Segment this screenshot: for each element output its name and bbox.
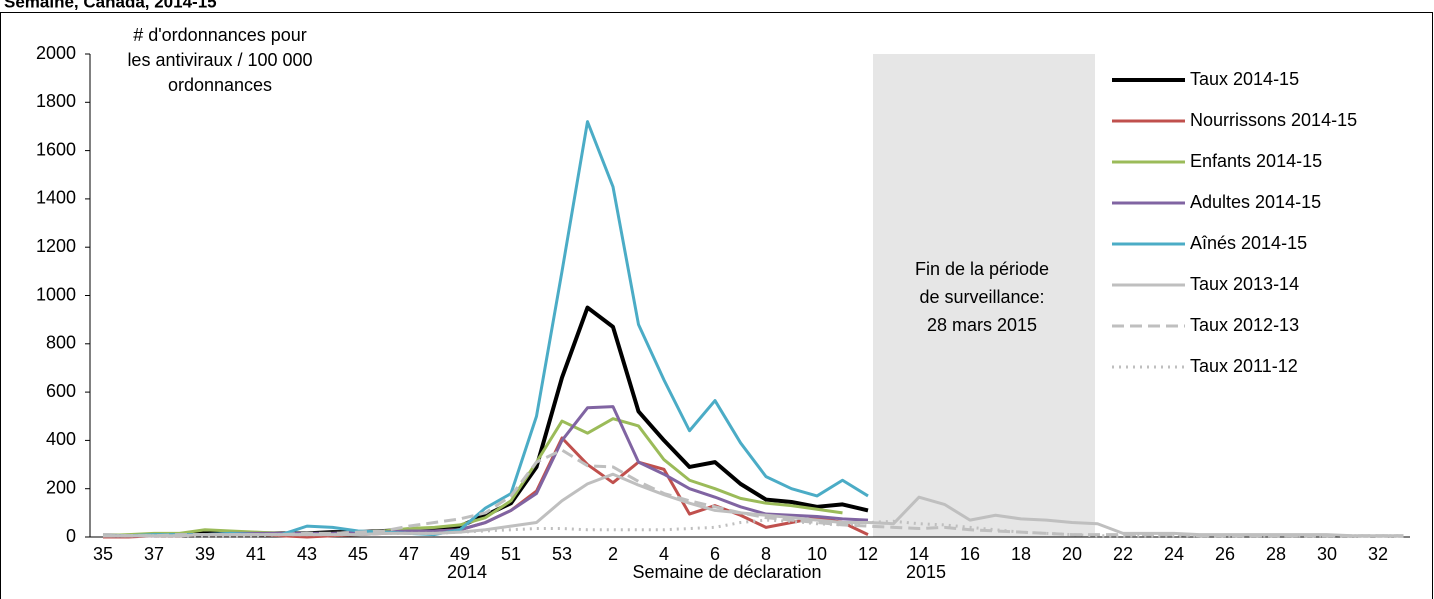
legend-label: Taux 2012-13 <box>1190 315 1299 335</box>
x-tick-label: 2 <box>608 544 618 564</box>
series-line <box>103 518 1404 538</box>
y-tick-label: 2000 <box>36 43 76 63</box>
x-tick-label: 22 <box>1113 544 1133 564</box>
x-tick-label: 10 <box>807 544 827 564</box>
legend-label: Taux 2013-14 <box>1190 274 1299 294</box>
x-tick-label: 39 <box>195 544 215 564</box>
x-tick-label: 4 <box>659 544 669 564</box>
x-tick-label: 28 <box>1266 544 1286 564</box>
y-axis-title: ordonnances <box>168 75 272 95</box>
x-tick-label: 20 <box>1062 544 1082 564</box>
x-tick-label: 16 <box>960 544 980 564</box>
legend-label: Taux 2014-15 <box>1190 69 1299 89</box>
legend-label: Enfants 2014-15 <box>1190 151 1322 171</box>
legend-label: Aînés 2014-15 <box>1190 233 1307 253</box>
legend-label: Adultes 2014-15 <box>1190 192 1321 212</box>
y-tick-label: 1000 <box>36 284 76 304</box>
x-tick-label: 45 <box>348 544 368 564</box>
series-line <box>102 417 843 538</box>
x-tick-label: 43 <box>297 544 317 564</box>
y-tick-label: 600 <box>46 381 76 401</box>
x-tick-label: 53 <box>552 544 572 564</box>
x-tick-label: 6 <box>710 544 720 564</box>
x-tick-label: 14 <box>909 544 929 564</box>
x-tick-label: 51 <box>501 544 521 564</box>
chart-title: Semaine, Canada, 2014-15 <box>4 0 217 11</box>
x-tick-label: 30 <box>1317 544 1337 564</box>
x-tick-label: 47 <box>399 544 419 564</box>
legend-label: Taux 2011-12 <box>1190 356 1298 376</box>
x-tick-label: 12 <box>858 544 878 564</box>
y-axis-title: les antiviraux / 100 000 <box>127 50 312 70</box>
y-tick-label: 1400 <box>36 188 76 208</box>
x-tick-label: 37 <box>144 544 164 564</box>
y-label-box <box>97 22 347 104</box>
legend-box <box>1098 60 1422 382</box>
x-tick-label: 24 <box>1164 544 1184 564</box>
y-tick-label: 1600 <box>36 139 76 159</box>
annotation: de surveillance: <box>919 287 1044 307</box>
plot-area <box>85 53 1410 539</box>
x-tick-label: 26 <box>1215 544 1235 564</box>
annotation: 28 mars 2015 <box>927 315 1037 335</box>
x-tick-label: 41 <box>246 544 266 564</box>
annotation: Fin de la période <box>915 259 1049 279</box>
x-tick-label: 35 <box>93 544 113 564</box>
x-axis-title: Semaine de déclaration <box>632 562 821 582</box>
y-tick-label: 1200 <box>36 236 76 256</box>
x-tick-label: 18 <box>1011 544 1031 564</box>
y-tick-label: 1800 <box>36 91 76 111</box>
y-tick-label: 0 <box>66 526 76 546</box>
y-tick-label: 200 <box>46 477 76 497</box>
y-tick-label: 800 <box>46 333 76 353</box>
shaded-region <box>873 54 1095 537</box>
year-label: 2014 <box>447 562 487 582</box>
y-tick-label: 400 <box>46 429 76 449</box>
x-tick-label: 49 <box>450 544 470 564</box>
x-tick-label: 32 <box>1368 544 1388 564</box>
y-axis-title: # d'ordonnances pour <box>133 25 307 45</box>
legend-label: Nourrissons 2014-15 <box>1190 110 1357 130</box>
x-tick-label: 8 <box>761 544 771 564</box>
year-label: 2015 <box>906 562 946 582</box>
